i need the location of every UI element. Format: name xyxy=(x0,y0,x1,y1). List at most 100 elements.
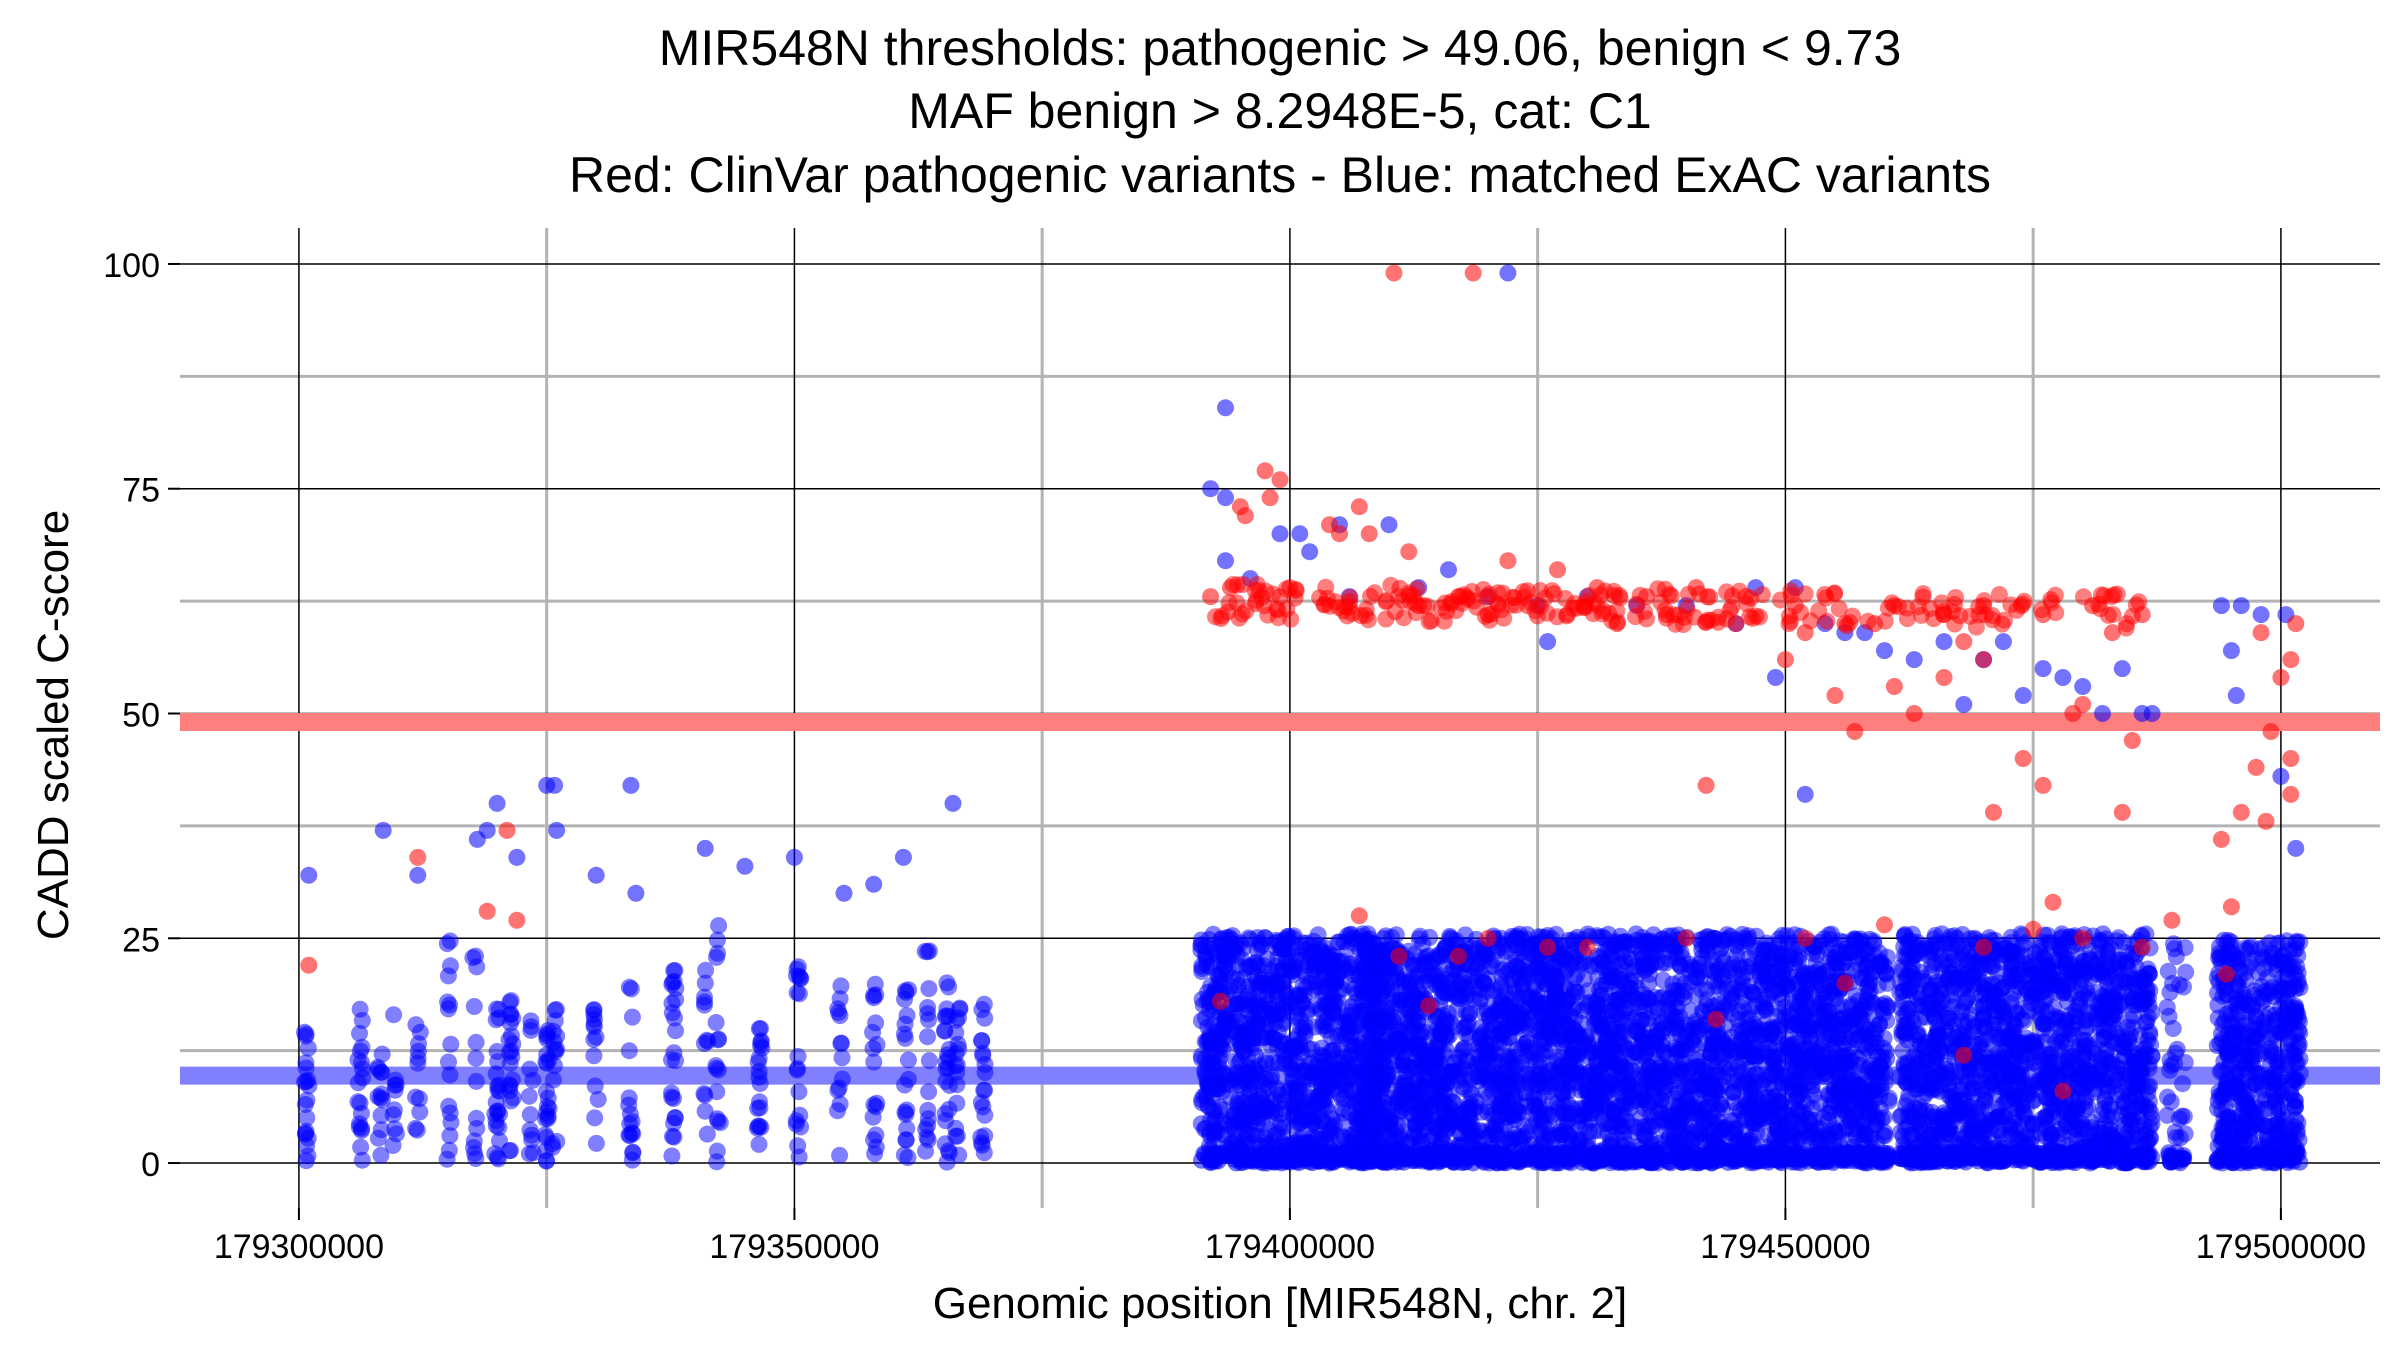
benign-point xyxy=(1603,969,1620,986)
benign-point xyxy=(352,1095,369,1112)
benign-point xyxy=(948,1095,965,1112)
benign-point xyxy=(1831,1088,1848,1105)
benign-point xyxy=(587,1078,604,1095)
benign-point xyxy=(1193,1050,1210,1067)
benign-point xyxy=(1326,1117,1343,1134)
benign-point xyxy=(1359,981,1376,998)
benign-point xyxy=(896,1077,913,1094)
benign-point xyxy=(1431,1037,1448,1054)
benign-point xyxy=(1504,1130,1521,1147)
benign-point xyxy=(920,980,937,997)
benign-point xyxy=(501,1142,518,1159)
benign-point xyxy=(1781,1099,1798,1116)
benign-point xyxy=(503,1027,520,1044)
benign-point xyxy=(1337,1144,1354,1161)
benign-point xyxy=(1357,1147,1374,1164)
benign-point xyxy=(1469,956,1486,973)
benign-point xyxy=(1386,1053,1403,1070)
benign-point xyxy=(869,1036,886,1053)
benign-point xyxy=(1724,956,1741,973)
benign-point xyxy=(1666,1127,1683,1144)
benign-point xyxy=(1630,1021,1647,1038)
benign-point xyxy=(1216,1116,1233,1133)
benign-point xyxy=(1595,954,1612,971)
benign-point xyxy=(388,1076,405,1093)
benign-point xyxy=(442,933,459,950)
benign-point xyxy=(407,1016,424,1033)
benign-point xyxy=(1511,1153,1528,1170)
benign-point xyxy=(1643,1067,1660,1084)
benign-point xyxy=(548,1028,565,1045)
benign-point xyxy=(1809,946,1826,963)
benign-point xyxy=(829,1000,846,1017)
benign-point xyxy=(896,1147,913,1164)
benign-point xyxy=(1293,1113,1310,1130)
benign-point xyxy=(298,1152,315,1169)
benign-point xyxy=(1772,1059,1789,1076)
benign-point xyxy=(707,1057,724,1074)
benign-point xyxy=(940,979,957,996)
benign-point xyxy=(503,1092,520,1109)
benign-point xyxy=(1310,1091,1327,1108)
benign-point xyxy=(667,1109,684,1126)
benign-point xyxy=(973,1032,990,1049)
benign-point xyxy=(1257,1070,1274,1087)
benign-point xyxy=(1837,1119,1854,1136)
benign-point xyxy=(1245,1153,1262,1170)
benign-point xyxy=(1783,1007,1800,1024)
benign-point xyxy=(1812,1009,1829,1026)
benign-point xyxy=(586,1011,603,1028)
benign-point xyxy=(1236,1093,1253,1110)
benign-point xyxy=(298,1109,315,1126)
benign-point xyxy=(708,1014,725,1031)
benign-point xyxy=(1245,1029,1262,1046)
benign-point xyxy=(1659,1060,1676,1077)
benign-point xyxy=(1796,990,1813,1007)
benign-point xyxy=(1439,1120,1456,1137)
title-line-3: Red: ClinVar pathogenic variants - Blue:… xyxy=(569,147,1991,203)
benign-point xyxy=(1518,1017,1535,1034)
benign-point xyxy=(1414,1150,1431,1167)
benign-point xyxy=(466,998,483,1015)
benign-point xyxy=(1235,939,1252,956)
benign-point xyxy=(708,1083,725,1100)
benign-point xyxy=(547,1043,564,1060)
benign-point xyxy=(974,1098,991,1115)
benign-point xyxy=(1416,1122,1433,1139)
benign-point xyxy=(1352,1017,1369,1034)
benign-point xyxy=(1457,980,1474,997)
benign-point xyxy=(298,1137,315,1154)
benign-point xyxy=(1489,1128,1506,1145)
benign-point xyxy=(1201,1124,1218,1141)
benign-point xyxy=(1650,936,1667,953)
benign-point xyxy=(1870,1048,1887,1065)
benign-point xyxy=(1760,988,1777,1005)
benign-point xyxy=(710,917,727,934)
benign-point xyxy=(354,1060,371,1077)
benign-point xyxy=(354,1152,371,1169)
benign-point xyxy=(1610,1051,1627,1068)
benign-point xyxy=(1210,936,1227,953)
benign-point xyxy=(465,1139,482,1156)
benign-point xyxy=(1812,1095,1829,1112)
benign-point xyxy=(1589,1002,1606,1019)
benign-point xyxy=(1332,1042,1349,1059)
benign-point xyxy=(790,958,807,975)
benign-point xyxy=(1647,989,1664,1006)
benign-point xyxy=(977,1064,994,1081)
benign-point xyxy=(951,1001,968,1018)
benign-point xyxy=(1517,930,1534,947)
title-line-1: MIR548N thresholds: pathogenic > 49.06, … xyxy=(659,20,1902,76)
benign-point xyxy=(442,1067,459,1084)
benign-point xyxy=(1820,1055,1837,1072)
benign-point xyxy=(1388,926,1405,943)
benign-point xyxy=(1550,1002,1567,1019)
benign-point xyxy=(623,980,640,997)
benign-point xyxy=(752,1075,769,1092)
benign-point xyxy=(1881,1093,1898,1110)
benign-point xyxy=(1442,929,1459,946)
benign-point xyxy=(1708,1083,1725,1100)
benign-point xyxy=(1738,1071,1755,1088)
benign-point xyxy=(900,981,917,998)
